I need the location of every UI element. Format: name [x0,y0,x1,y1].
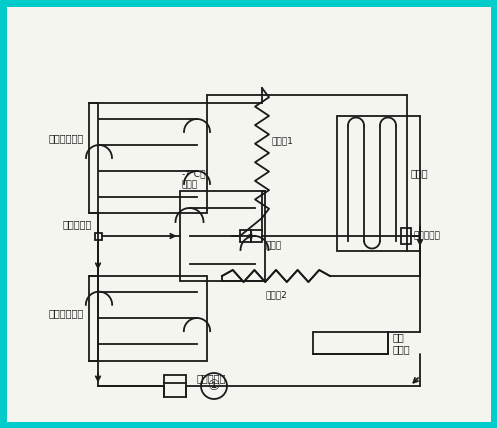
Bar [89,276,207,360]
Text: 干燥过滤器: 干燥过滤器 [414,232,441,241]
Text: 三通连接管: 三通连接管 [62,219,91,229]
Bar [179,191,264,281]
Bar [313,332,388,354]
Bar [164,375,186,397]
Text: 冷冻室蒸发器: 冷冻室蒸发器 [49,308,84,318]
Bar [251,230,262,242]
Text: ①: ① [208,379,220,393]
Bar [94,232,101,240]
Bar [89,103,207,213]
Text: -7℃室
蒸发器: -7℃室 蒸发器 [181,169,206,189]
Text: 门框
除露管: 门框 除露管 [393,332,410,354]
Text: 变频压缩机: 变频压缩机 [197,373,226,383]
Bar [337,116,407,250]
Bar [240,230,251,242]
Text: 毛细管1: 毛细管1 [271,137,293,146]
Text: 冷凝器: 冷凝器 [411,168,428,178]
Text: 冷藏室蒸发器: 冷藏室蒸发器 [49,133,84,143]
Text: 电磁阀: 电磁阀 [266,241,282,250]
Text: 毛细管2: 毛细管2 [265,290,287,299]
Bar [401,228,411,244]
